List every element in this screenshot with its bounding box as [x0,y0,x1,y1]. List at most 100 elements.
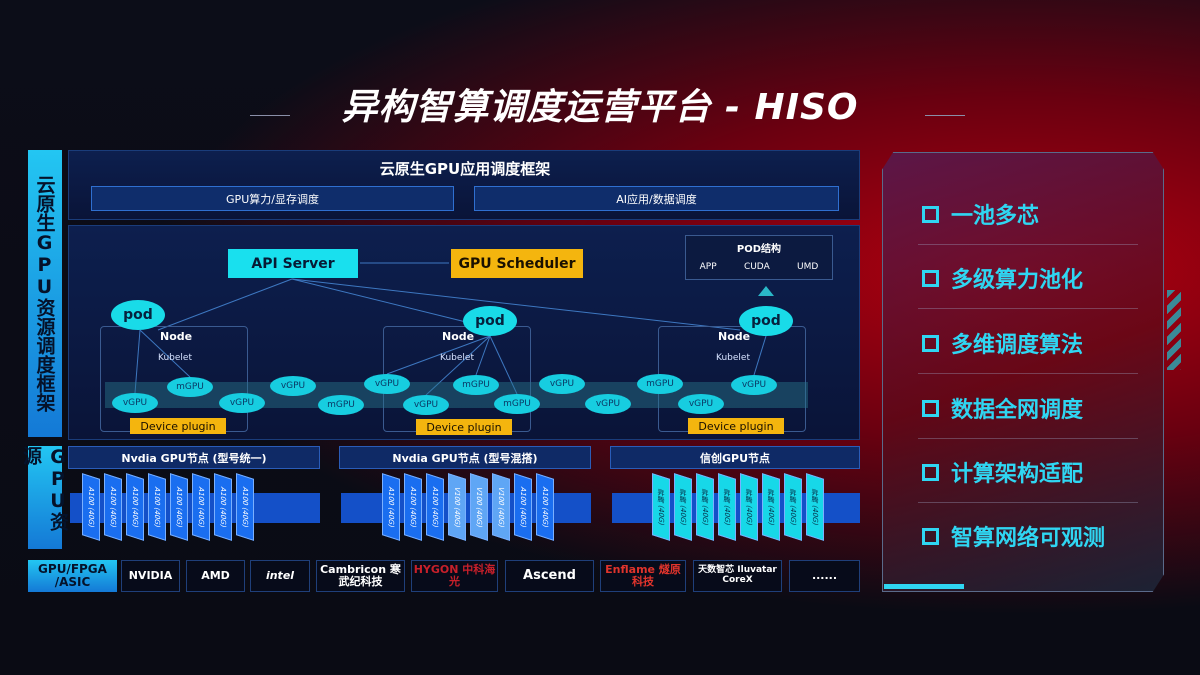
gpu-ellipse: vGPU [403,395,449,415]
feature-label: 多维调度算法 [951,333,1084,358]
gpu-chip: V100 (40G) [470,473,488,541]
checkbox-square-icon [922,334,939,352]
kubelet-label: Kubelet [440,353,474,363]
kubelet-label: Kubelet [158,353,192,363]
vendor-row-label: GPU/FPGA /ASIC [28,560,117,592]
vendor-ascend-logo: Ascend [505,560,594,592]
device-plugin-box: Device plugin [130,418,226,434]
feature-item: 多维调度算法 [922,327,1083,359]
feature-item: 计算架构适配 [922,456,1083,488]
feature-item: 智算网络可观测 [922,520,1105,552]
vendor-intel-logo: intel [250,560,310,592]
gpu-chip: A100 (40G) [148,473,166,541]
gpu-ellipse: mGPU [167,377,213,397]
pod-ellipse: pod [111,300,165,330]
gpu-chip: A100 (40G) [192,473,210,541]
pod-ellipse: pod [463,306,517,336]
feature-label: 一池多芯 [951,204,1040,229]
feature-label: 计算架构适配 [951,462,1084,487]
vendor-amd-logo: AMD [186,560,245,592]
gpu-chip: 昇腾 (40G) [806,473,824,541]
gpu-ellipse: mGPU [494,394,540,414]
device-plugin-box: Device plugin [688,418,784,434]
features-panel [882,152,1164,592]
gpu-ellipse: mGPU [318,395,364,415]
gpu-chip: A100 (40G) [236,473,254,541]
node-label: Node [442,330,475,343]
feature-item: 多级算力池化 [922,262,1083,294]
gpu-node-header: Nvdia GPU节点 (型号混搭) [339,446,591,469]
vendor-more: ...... [789,560,860,592]
pod-structure-title: POD结构 [736,244,782,255]
gpu-ellipse: vGPU [112,393,158,413]
gpu-ellipse: vGPU [539,374,585,394]
feature-label: 智算网络可观测 [951,526,1106,551]
feature-divider [918,244,1138,245]
vendor-hygon-logo: HYGON 中科海光 [411,560,498,592]
kubelet-label: Kubelet [716,353,750,363]
api-server-box: API Server [228,249,358,278]
feature-item: 数据全网调度 [922,392,1083,424]
title-decor-line [925,115,965,116]
gpu-chip: A100 (40G) [170,473,188,541]
gpu-chip: A100 (40G) [426,473,444,541]
device-plugin-box: Device plugin [416,419,512,435]
gpu-chip: A100 (40G) [404,473,422,541]
gpu-chip: V100 (40G) [492,473,510,541]
pod-structure-cuda: CUDA [743,262,770,272]
feature-label: 多级算力池化 [951,268,1084,293]
vendor-cambricon-logo: Cambricon 寒武纪科技 [316,560,405,592]
gpu-chip: A100 (40G) [104,473,122,541]
vendor-enflame-logo: Enflame 燧原科技 [600,560,686,592]
gpu-chip: 昇腾 (40G) [762,473,780,541]
gpu-scheduler-box: GPU Scheduler [451,249,583,278]
feature-divider [918,373,1138,374]
ai-data-scheduling-bar: AI应用/数据调度 [474,186,839,211]
feature-divider [918,438,1138,439]
gpu-node-header: 信创GPU节点 [610,446,860,469]
gpu-chip: A100 (40G) [536,473,554,541]
title-decor-line [250,115,290,116]
framework-side-label: 云原生GPU资源调度框架 [28,150,62,437]
feature-label: 数据全网调度 [951,398,1084,423]
gpu-node-header: Nvdia GPU节点 (型号统一) [68,446,320,469]
checkbox-square-icon [922,399,939,417]
pod-structure-arrow [758,286,774,296]
gpu-scheduling-bar: GPU算力/显存调度 [91,186,454,211]
gpu-chip: A100 (40G) [382,473,400,541]
gpu-chip: 昇腾 (40G) [784,473,802,541]
gpu-ellipse: mGPU [637,374,683,394]
gpu-chip: 昇腾 (40G) [652,473,670,541]
pod-structure-box: POD结构 APP CUDA UMD [685,235,833,280]
pod-ellipse: pod [739,306,793,336]
gpu-ellipse: vGPU [678,394,724,414]
gpu-chip: 昇腾 (40G) [674,473,692,541]
decor-stripes [1167,290,1181,370]
feature-divider [918,308,1138,309]
page-title: 异构智算调度运营平台 - HISO [341,87,859,128]
gpu-ellipse: vGPU [585,394,631,414]
checkbox-square-icon [922,269,939,287]
gpu-chip: A100 (40G) [214,473,232,541]
pod-structure-umd: UMD [797,262,819,272]
vendor-iluvatar-logo: 天数智芯 Iluvatar CoreX [693,560,782,592]
checkbox-square-icon [922,527,939,545]
feature-item: 一池多芯 [922,198,1039,230]
gpu-chip: 昇腾 (40G) [718,473,736,541]
checkbox-square-icon [922,463,939,481]
gpu-ellipse: vGPU [731,375,777,395]
decor-accent-bar [884,584,964,589]
gpu-chip: A100 (40G) [82,473,100,541]
app-framework-title: 云原生GPU应用调度框架 [379,160,551,178]
checkbox-square-icon [922,205,939,223]
app-framework-panel: 云原生GPU应用调度框架 GPU算力/显存调度 AI应用/数据调度 [68,150,860,220]
vendor-nvidia-logo: NVIDIA [121,560,180,592]
node-label: Node [160,330,193,343]
gpu-chip: 昇腾 (40G) [696,473,714,541]
gpu-chip: V100 (40G) [448,473,466,541]
gpu-chip: A100 (40G) [514,473,532,541]
gpu-chip: A100 (40G) [126,473,144,541]
gpu-ellipse: mGPU [453,375,499,395]
gpu-ellipse: vGPU [219,393,265,413]
